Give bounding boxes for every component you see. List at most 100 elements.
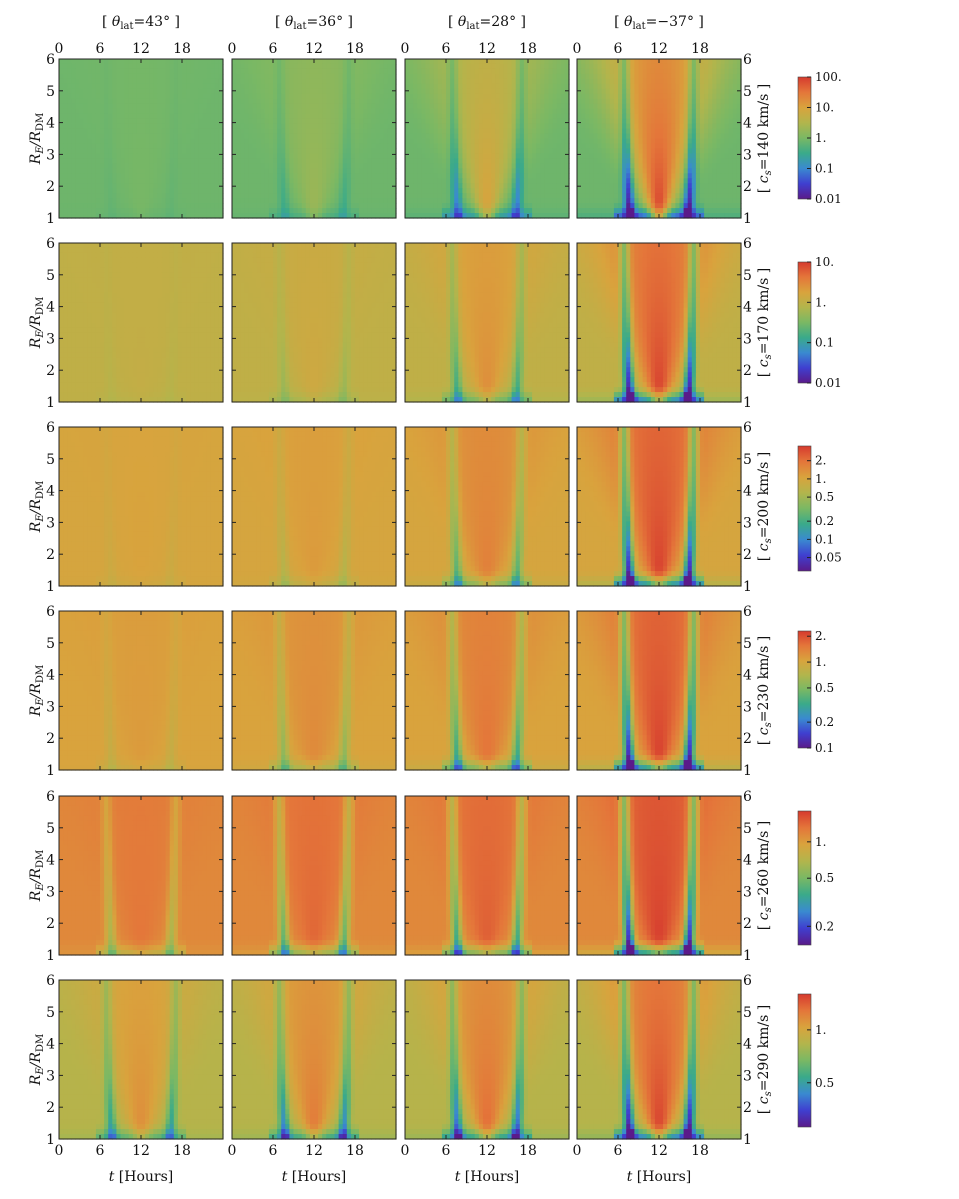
heatmap-cell <box>137 178 142 184</box>
heatmap-cell <box>121 119 126 125</box>
heatmap-cell <box>696 104 701 110</box>
heatmap-cell <box>335 114 340 120</box>
heatmap-cell <box>655 119 660 125</box>
heatmap-cell <box>626 89 631 95</box>
heatmap-cell <box>409 74 414 80</box>
heatmap-cell <box>215 99 220 105</box>
heatmap-cell <box>306 79 311 85</box>
heatmap-cell <box>593 124 598 130</box>
heatmap-cell <box>540 124 545 130</box>
heatmap-cell <box>475 119 480 125</box>
heatmap-cell <box>442 74 447 80</box>
heatmap-cell <box>655 69 660 75</box>
heatmap-cell <box>487 163 492 169</box>
heatmap-cell <box>277 208 282 214</box>
heatmap-cell <box>634 114 639 120</box>
heatmap-cell <box>475 69 480 75</box>
heatmap-cell <box>491 188 496 194</box>
heatmap-cell <box>647 84 652 90</box>
heatmap-cell <box>479 139 484 145</box>
heatmap-cell <box>503 183 508 189</box>
heatmap-cell <box>63 109 68 115</box>
heatmap-cell <box>322 168 327 174</box>
heatmap-cell <box>121 153 126 159</box>
heatmap-cell <box>351 64 356 70</box>
heatmap-cell <box>100 124 105 130</box>
heatmap-cell <box>215 64 220 70</box>
heatmap-cell <box>129 163 134 169</box>
heatmap-cell <box>211 99 216 105</box>
heatmap-cell <box>211 158 216 164</box>
heatmap-cell <box>232 163 237 169</box>
heatmap-cell <box>310 139 315 145</box>
heatmap-cell <box>667 163 672 169</box>
heatmap-cell <box>244 69 249 75</box>
heatmap-cell <box>409 168 414 174</box>
heatmap-cell <box>269 188 274 194</box>
heatmap-cell <box>450 124 455 130</box>
heatmap-cell <box>409 124 414 130</box>
heatmap-cell <box>75 109 80 115</box>
heatmap-cell <box>265 74 270 80</box>
heatmap-cell <box>610 104 615 110</box>
heatmap-cell <box>277 193 282 199</box>
heatmap-cell <box>84 129 89 135</box>
heatmap-cell <box>491 84 496 90</box>
heatmap-cell <box>269 129 274 135</box>
heatmap-cell <box>363 69 368 75</box>
heatmap-cell <box>294 208 299 214</box>
heatmap-cell <box>186 198 191 204</box>
heatmap-cell <box>467 139 472 145</box>
heatmap-cell <box>363 109 368 115</box>
heatmap-cell <box>211 153 216 159</box>
heatmap-cell <box>330 124 335 130</box>
heatmap-cell <box>88 99 93 105</box>
heatmap-cell <box>63 178 68 184</box>
heatmap-cell <box>712 79 717 85</box>
heatmap-cell <box>194 59 199 65</box>
heatmap-cell <box>257 94 262 100</box>
heatmap-cell <box>409 129 414 135</box>
heatmap-cell <box>549 69 554 75</box>
heatmap-cell <box>326 173 331 179</box>
heatmap-cell <box>190 193 195 199</box>
heatmap-cell <box>388 163 393 169</box>
heatmap-cell <box>330 134 335 140</box>
heatmap-cell <box>532 163 537 169</box>
heatmap-cell <box>421 114 426 120</box>
heatmap-cell <box>426 59 431 65</box>
heatmap-cell <box>479 208 484 214</box>
heatmap-cell <box>643 183 648 189</box>
heatmap-cell <box>442 158 447 164</box>
heatmap-cell <box>343 188 348 194</box>
heatmap-cell <box>335 203 340 209</box>
heatmap-cell <box>434 163 439 169</box>
heatmap-cell <box>409 59 414 65</box>
heatmap-cell <box>581 104 586 110</box>
heatmap-cell <box>462 134 467 140</box>
heatmap-cell <box>512 84 517 90</box>
heatmap-cell <box>499 64 504 70</box>
heatmap-cell <box>438 99 443 105</box>
heatmap-cell <box>186 104 191 110</box>
heatmap-cell <box>129 79 134 85</box>
heatmap-cell <box>92 69 97 75</box>
heatmap-cell <box>487 104 492 110</box>
heatmap-cell <box>532 59 537 65</box>
heatmap-cell <box>253 84 258 90</box>
heatmap-cell <box>684 69 689 75</box>
heatmap-cell <box>289 158 294 164</box>
heatmap-cell <box>409 134 414 140</box>
heatmap-cell <box>298 69 303 75</box>
heatmap-cell <box>244 153 249 159</box>
heatmap-cell <box>430 139 435 145</box>
heatmap-cell <box>322 158 327 164</box>
heatmap-cell <box>438 198 443 204</box>
heatmap-cell <box>380 178 385 184</box>
heatmap-cell <box>240 104 245 110</box>
heatmap-cell <box>438 94 443 100</box>
heatmap-cell <box>479 198 484 204</box>
heatmap-cell <box>536 69 541 75</box>
heatmap-cell <box>421 193 426 199</box>
heatmap-cell <box>145 119 150 125</box>
